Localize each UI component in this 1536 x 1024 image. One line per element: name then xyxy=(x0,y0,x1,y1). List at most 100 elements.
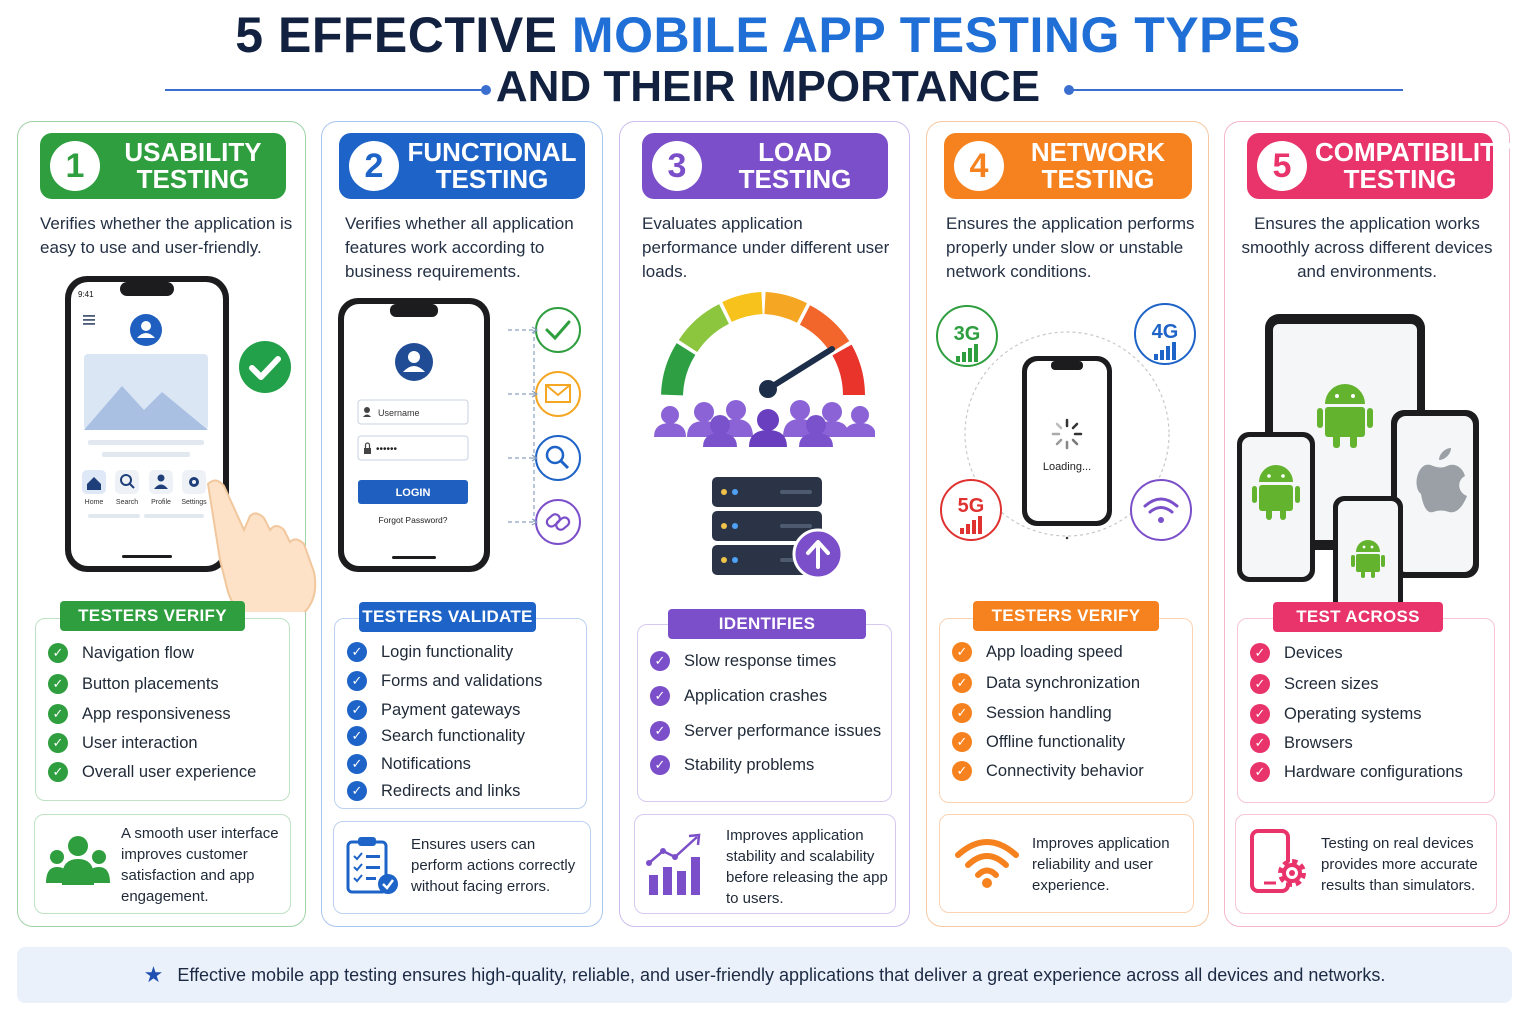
username-placeholder: Username xyxy=(378,408,420,418)
list-item: ✓ Button placements xyxy=(48,672,219,696)
card-header: 5 COMPATIBILITY TESTING xyxy=(1247,133,1513,199)
check-icon: ✓ xyxy=(952,732,972,752)
list-item-label: Slow response times xyxy=(684,651,837,670)
list-item: ✓ App responsiveness xyxy=(48,702,231,726)
card-title: LOAD TESTING xyxy=(738,137,852,194)
list-item-label: Screen sizes xyxy=(1284,674,1379,693)
note-box: Improves application stability and scala… xyxy=(634,814,896,914)
checklist-box: ✓ Login functionality ✓ Forms and validati… xyxy=(334,618,587,809)
card-description: Ensures the application works smoothly a… xyxy=(1241,214,1493,281)
check-icon: ✓ xyxy=(347,781,367,801)
list-item: ✓ Stability problems xyxy=(650,753,814,777)
check-icon: ✓ xyxy=(48,643,68,663)
upload-arrow-icon xyxy=(792,528,844,580)
check-icon: ✓ xyxy=(48,762,68,782)
list-item: ✓ Screen sizes xyxy=(1250,672,1378,696)
section-label: TESTERS VALIDATE xyxy=(359,602,536,632)
usability-phone-illustration: 9:41 Home Search Profile Settings xyxy=(65,276,317,612)
check-icon: ✓ xyxy=(1250,733,1270,753)
forgot-password-link: Forgot Password? xyxy=(379,515,448,525)
note-text: Testing on real devices provides more ac… xyxy=(1321,835,1478,894)
users-crowd-icon xyxy=(654,400,875,447)
card-number: 2 xyxy=(349,141,399,191)
check-icon: ✓ xyxy=(347,642,367,662)
list-item: ✓ Operating systems xyxy=(1250,702,1422,726)
list-item-label: Search functionality xyxy=(381,726,525,745)
card-usability: 1 USABILITY TESTING Verifies whether the… xyxy=(17,121,317,927)
login-button-label: LOGIN xyxy=(396,487,431,499)
card-number: 3 xyxy=(652,141,702,191)
android-icon xyxy=(1252,465,1300,520)
android-icon xyxy=(1317,384,1373,448)
users-icon xyxy=(46,836,110,885)
apple-icon xyxy=(1416,448,1467,513)
password-value: •••••• xyxy=(376,444,398,455)
list-item-label: Hardware configurations xyxy=(1284,762,1463,781)
list-item: ✓ Login functionality xyxy=(347,640,513,664)
list-item-label: Session handling xyxy=(986,703,1112,722)
list-item-label: User interaction xyxy=(82,733,198,752)
login-phone-illustration: Username •••••• LOGIN Forgot Password? xyxy=(338,298,490,572)
list-item-label: Button placements xyxy=(82,674,219,693)
list-item: ✓ Hardware configurations xyxy=(1250,760,1463,784)
card-title: FUNCTIONAL TESTING xyxy=(407,137,577,194)
note-box: Testing on real devices provides more ac… xyxy=(1235,814,1497,914)
note-text: Ensures users can perform actions correc… xyxy=(411,836,576,895)
checklist-box: ✓ Devices ✓ Screen sizes ✓ Operating system… xyxy=(1237,618,1495,803)
list-item-label: Offline functionality xyxy=(986,732,1126,751)
checklist-icon xyxy=(346,837,398,894)
card-title: USABILITY TESTING xyxy=(124,137,262,194)
devices-illustration xyxy=(1237,314,1479,614)
list-item-label: Payment gateways xyxy=(381,700,521,719)
device-gear-icon xyxy=(1250,829,1306,893)
list-item: ✓ Server performance issues xyxy=(650,719,881,743)
check-icon: ✓ xyxy=(1250,674,1270,694)
card-load: 3 LOAD TESTING Evaluates application per… xyxy=(619,121,910,927)
list-item: ✓ Devices xyxy=(1250,641,1343,665)
check-icon: ✓ xyxy=(650,721,670,741)
footer-banner: ★ Effective mobile app testing ensures h… xyxy=(17,947,1512,1003)
card-description: Ensures the application performs properl… xyxy=(946,214,1195,281)
growth-chart-icon xyxy=(646,833,701,895)
list-item: ✓ Search functionality xyxy=(347,724,525,748)
title-divider-dot xyxy=(1064,85,1074,95)
loading-spinner-icon xyxy=(1051,418,1083,540)
note-box: A smooth user interface improves custome… xyxy=(34,814,291,914)
card-number: 5 xyxy=(1257,141,1307,191)
check-icon: ✓ xyxy=(952,703,972,723)
list-item: ✓ App loading speed xyxy=(952,640,1123,664)
search-icon xyxy=(535,435,581,481)
loading-label: Loading... xyxy=(1043,461,1091,473)
card-number: 4 xyxy=(954,141,1004,191)
section-label: TESTERS VERIFY xyxy=(60,601,245,631)
list-item: ✓ Browsers xyxy=(1250,731,1353,755)
card-header: 1 USABILITY TESTING xyxy=(40,133,286,199)
list-item: ✓ Redirects and links xyxy=(347,779,520,803)
page-subtitle: AND THEIR IMPORTANCE xyxy=(495,62,1041,111)
check-icon: ✓ xyxy=(952,761,972,781)
list-item: ✓ Session handling xyxy=(952,701,1112,725)
list-item-label: App responsiveness xyxy=(82,704,231,723)
list-item: ✓ Offline functionality xyxy=(952,730,1125,754)
list-item-label: Overall user experience xyxy=(82,762,257,781)
nav-label-settings: Settings xyxy=(181,499,207,506)
list-item-label: App loading speed xyxy=(986,642,1123,661)
check-icon: ✓ xyxy=(952,642,972,662)
check-icon xyxy=(535,307,581,353)
check-icon: ✓ xyxy=(48,674,68,694)
wifi-icon xyxy=(955,839,1019,888)
phone-time: 9:41 xyxy=(78,290,94,299)
note-box: Improves application reliability and use… xyxy=(939,814,1194,913)
section-label: TESTERS VERIFY xyxy=(973,601,1159,631)
load-illustration xyxy=(654,292,875,580)
list-item-label: Navigation flow xyxy=(82,643,194,662)
nav-label-profile: Profile xyxy=(151,499,171,506)
card-number: 1 xyxy=(50,141,100,191)
network-illustration: Loading... xyxy=(964,331,1170,540)
card-compatibility: 5 COMPATIBILITY TESTING Ensures the appl… xyxy=(1224,121,1513,927)
check-icon: ✓ xyxy=(952,673,972,693)
link-icon xyxy=(535,499,581,545)
card-description: Evaluates application performance under … xyxy=(642,214,890,281)
list-item: ✓ User interaction xyxy=(48,731,198,755)
list-item-label: Operating systems xyxy=(1284,704,1422,723)
